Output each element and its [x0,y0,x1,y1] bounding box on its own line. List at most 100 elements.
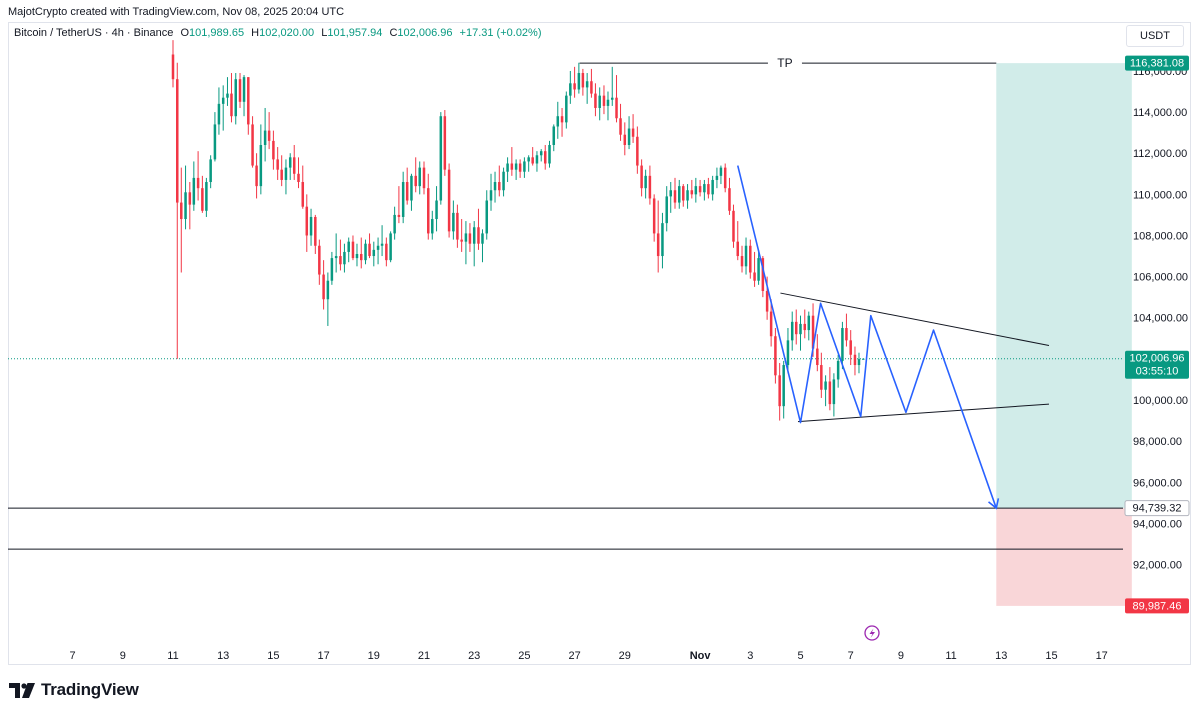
candle [686,184,689,209]
x-tick-label: 13 [995,650,1007,662]
candle [343,243,346,273]
candle [723,163,727,193]
candle [627,116,631,150]
candle-body [330,258,334,281]
projected-path-arrowhead [988,498,1000,510]
candle [602,85,606,115]
x-tick-label: 23 [468,650,480,662]
y-tick-label: 92,000.00 [1133,560,1182,572]
candle-body [263,130,267,145]
candle [828,367,832,411]
candle-body [682,186,685,201]
candle-body [443,116,447,170]
candle [816,334,819,372]
projected-path[interactable] [736,165,998,509]
candle-body [799,323,802,335]
candle [794,309,798,345]
candle-body [619,118,622,135]
candle [477,208,480,250]
candle [330,251,334,285]
candle-body [326,280,330,300]
lightning-icon[interactable] [864,625,880,641]
candle-body [427,188,430,234]
x-tick-label: 17 [317,650,329,662]
price-label-text: 102,006.96 [1129,353,1184,365]
candle [753,251,756,287]
candle [673,177,677,209]
candle [201,175,204,213]
candle-body [803,323,807,331]
candle-body [456,212,459,240]
currency-selector[interactable]: USDT [1126,25,1184,47]
candle-body [201,188,204,211]
candle-body [560,116,564,123]
candle-body [251,124,254,166]
candle [732,204,735,248]
candle [418,161,421,195]
candle [339,239,342,271]
candle-body [376,245,380,250]
candle-body [661,223,664,257]
candle-body [280,169,283,180]
candle [372,241,376,267]
candle-body [389,233,392,261]
candle [539,149,543,162]
candle [506,157,509,183]
candle [481,229,484,263]
candle [427,173,430,240]
candle-body [703,184,706,193]
candle [665,186,668,232]
x-tick-label: 11 [167,650,178,662]
triangle-lower-trendline[interactable] [797,403,1050,423]
candle [594,83,597,117]
candle [380,225,384,257]
tradingview-logo[interactable]: TradingView [9,680,139,700]
candle-body [656,233,660,257]
price-label-stop[interactable]: 89,987.46 [1125,598,1189,614]
candle [213,112,217,162]
candle-body [711,179,714,195]
target-zone [996,63,1132,509]
candle [460,219,463,252]
candle [807,311,811,341]
stop-zone [996,508,1132,606]
candle-body [669,190,672,197]
candle [359,237,363,269]
candle-body [782,365,785,407]
candle [523,157,526,178]
candle [548,140,551,168]
triangle-upper-trendline[interactable] [780,292,1050,346]
x-tick-label: 15 [267,650,279,662]
candle-body [841,328,844,361]
price-label-target[interactable]: 116,381.08 [1125,55,1189,71]
price-label-text: 116,381.08 [1130,58,1184,70]
candle [518,159,522,178]
candle-body [690,190,694,195]
candle-body [698,186,702,193]
candle-body [196,177,200,189]
candle-body [652,198,656,234]
candle [280,155,283,187]
time-axis[interactable]: 7 9 11 13 15 17 19 21 23 25 27 29 Nov 3 5 7 9 11 13 15 17 [70,650,1108,662]
candle-body [565,95,568,123]
candle [749,239,752,279]
candle-body [686,190,689,201]
y-tick-label: 94,000.00 [1133,518,1182,530]
candle-body [543,151,547,164]
candle-body [786,340,790,366]
candle-body [732,210,735,242]
tp-label: TP [777,56,792,70]
candle [196,151,200,201]
candle-body [631,128,635,137]
candle-body [753,272,756,281]
candle [853,346,857,376]
candle-body [853,354,857,366]
candle [230,73,233,123]
candle [255,153,258,199]
price-axis[interactable]: 92,000.00 94,000.00 96,000.00 98,000.00 100,… [1124,55,1190,614]
candle-body [414,175,417,187]
price-label-neutral[interactable]: 94,739.32 [1124,500,1190,517]
x-tick-label: 27 [568,650,580,662]
